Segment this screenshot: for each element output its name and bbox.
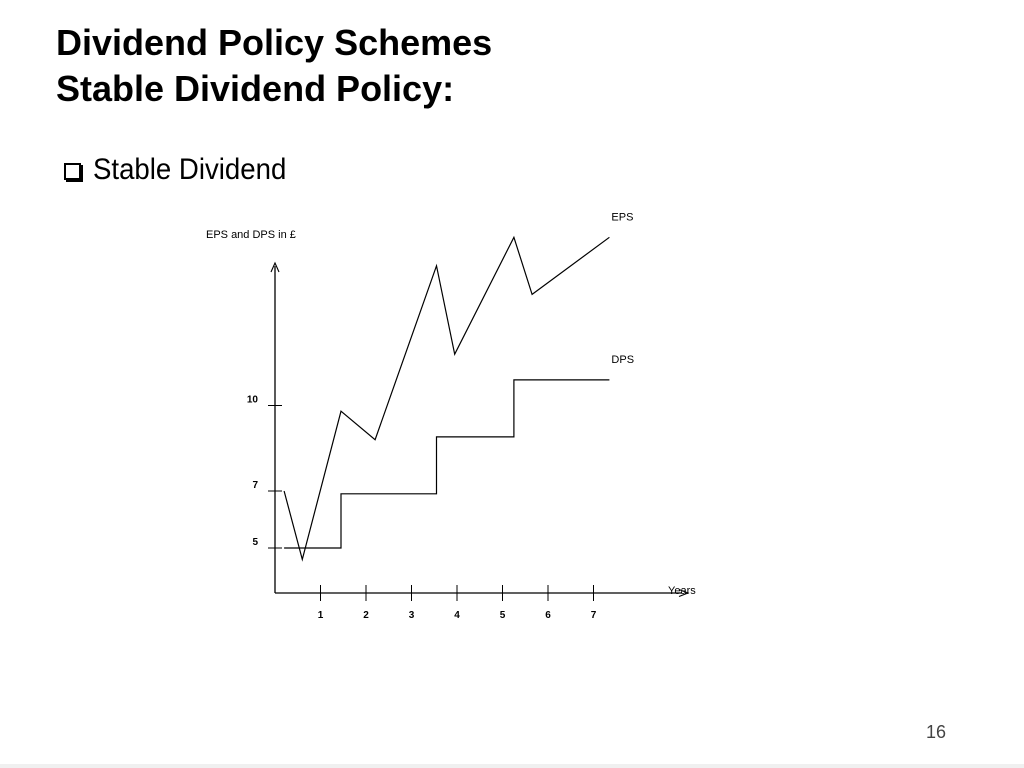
x-axis-arrow-icon xyxy=(678,588,690,598)
y-tick-label: 5 xyxy=(252,537,258,548)
checkbox-bullet-icon xyxy=(64,162,81,180)
series-label-dps: DPS xyxy=(611,354,634,366)
series-label-eps: EPS xyxy=(611,211,633,223)
title-line-1: Dividend Policy Schemes xyxy=(56,22,493,63)
x-tick-label: 3 xyxy=(409,610,415,621)
series-line-eps xyxy=(283,235,610,562)
x-tick-label: 4 xyxy=(454,610,460,621)
title-line-2: Stable Dividend Policy: xyxy=(56,68,455,109)
y-axis-arrow-icon xyxy=(270,261,280,273)
x-tick-label: 2 xyxy=(363,610,369,621)
x-tick-label: 5 xyxy=(500,610,506,621)
page-number: 16 xyxy=(926,722,947,742)
y-axis-label: EPS and DPS in £ xyxy=(206,229,296,241)
y-tick-label: 10 xyxy=(247,395,259,406)
x-tick-label: 6 xyxy=(545,610,551,621)
bullet-text: Stable Dividend xyxy=(93,153,287,186)
slide-title: Dividend Policy Schemes Stable Dividend … xyxy=(56,20,492,112)
footer-divider xyxy=(0,764,1024,768)
bullet-item: Stable Dividend xyxy=(64,150,303,190)
y-tick-label: 7 xyxy=(252,480,258,491)
x-tick-label: 7 xyxy=(591,610,597,621)
x-tick-label: 1 xyxy=(318,610,324,621)
series-line-dps xyxy=(284,379,610,549)
